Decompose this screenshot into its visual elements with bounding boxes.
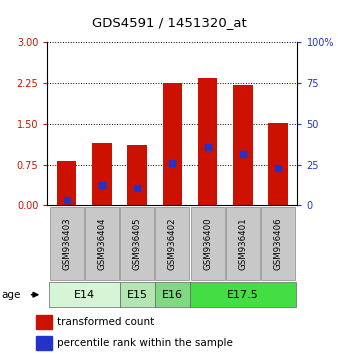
Text: E16: E16 <box>162 290 183 300</box>
Bar <box>36 336 52 350</box>
Text: GSM936403: GSM936403 <box>62 217 71 270</box>
Text: GSM936405: GSM936405 <box>132 217 142 270</box>
Text: GSM936402: GSM936402 <box>168 217 177 270</box>
Bar <box>268 123 288 205</box>
Bar <box>155 282 190 307</box>
Bar <box>155 207 189 280</box>
Bar <box>261 207 295 280</box>
Bar <box>49 282 120 307</box>
Text: E17.5: E17.5 <box>227 290 259 300</box>
Text: GSM936406: GSM936406 <box>273 217 283 270</box>
Bar <box>120 207 154 280</box>
Bar <box>127 144 147 205</box>
Text: transformed count: transformed count <box>57 317 154 327</box>
Bar <box>190 282 296 307</box>
Text: GSM936400: GSM936400 <box>203 217 212 270</box>
Bar <box>233 85 252 205</box>
Bar <box>198 78 217 205</box>
Text: E14: E14 <box>74 290 95 300</box>
Bar <box>120 282 155 307</box>
Text: GSM936401: GSM936401 <box>238 217 247 270</box>
Bar <box>191 207 224 280</box>
Bar <box>57 161 76 205</box>
Text: percentile rank within the sample: percentile rank within the sample <box>57 338 233 348</box>
Bar <box>163 83 182 205</box>
Bar <box>36 315 52 329</box>
Bar <box>226 207 260 280</box>
Text: age: age <box>2 290 21 300</box>
Bar <box>92 143 112 205</box>
Bar <box>50 207 83 280</box>
Text: GDS4591 / 1451320_at: GDS4591 / 1451320_at <box>92 16 246 29</box>
Text: E15: E15 <box>127 290 148 300</box>
Bar <box>85 207 119 280</box>
Text: GSM936404: GSM936404 <box>97 217 106 270</box>
